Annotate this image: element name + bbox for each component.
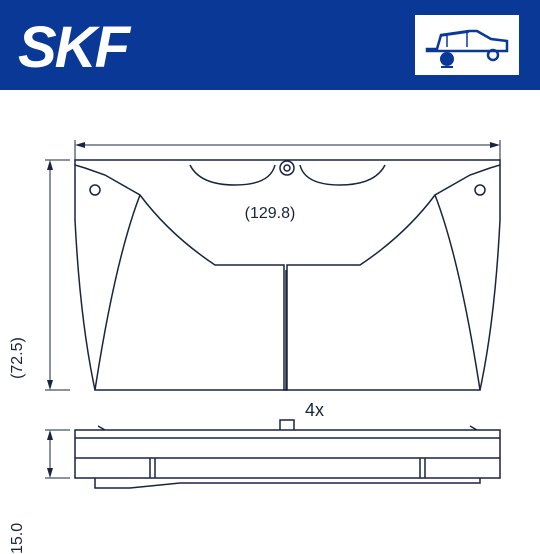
wheel-position-icon [412,12,522,78]
brand-header: SKF [0,0,540,90]
brand-logo: SKF [18,14,128,81]
brake-pad-side-view [75,420,500,488]
drawing-svg [0,90,540,540]
brake-pad-front-view [75,160,500,390]
technical-drawing: (129.8) (72.5) 15.0 4x [0,90,540,540]
